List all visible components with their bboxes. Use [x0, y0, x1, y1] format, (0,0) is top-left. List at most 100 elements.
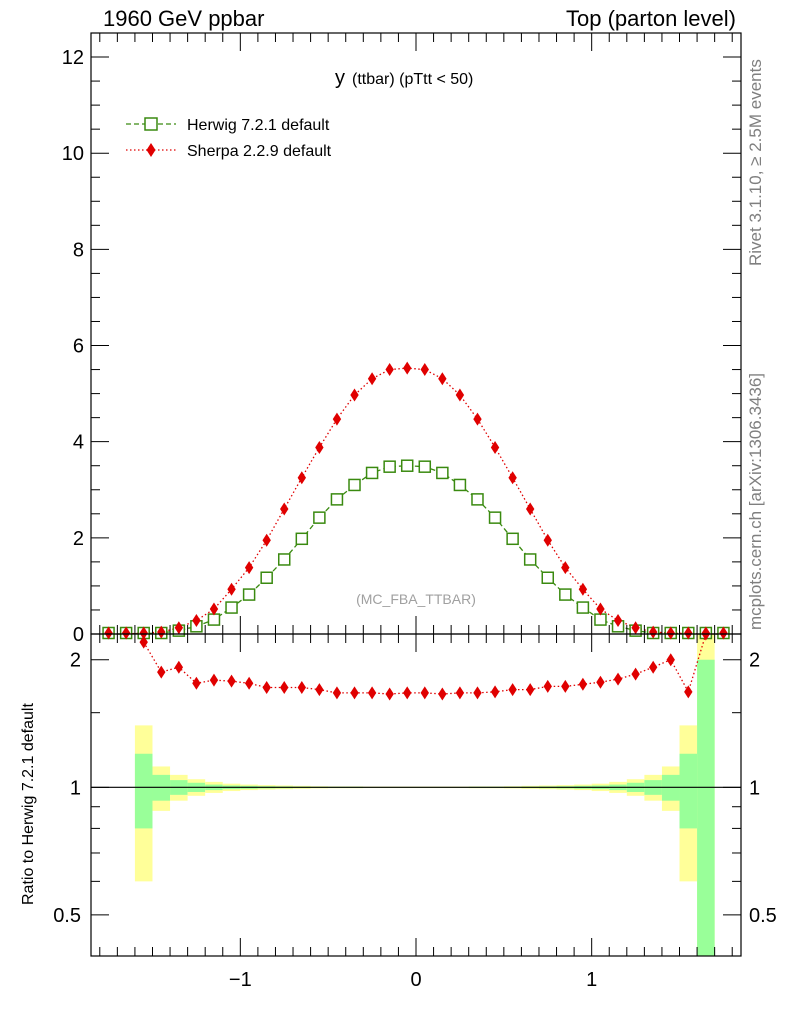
herwig-point: [559, 588, 572, 601]
sherpa-point: [157, 625, 166, 639]
sherpa-ratio-point: [420, 686, 429, 700]
sherpa-ratio-point: [350, 686, 359, 700]
sherpa-ratio-point: [648, 660, 658, 674]
sherpa-ratio-point: [613, 672, 623, 686]
herwig-point: [436, 466, 449, 480]
herwig-point: [295, 532, 309, 546]
sherpa-point: [209, 602, 219, 616]
ratio-xtick-label: 0: [410, 969, 421, 991]
herwig-series-line: [108, 465, 724, 635]
sherpa-ratio-point: [192, 676, 201, 690]
main-ytick-label: 4: [73, 432, 84, 454]
header-left-label: 1960 GeV ppbar: [103, 6, 265, 31]
herwig-point: [594, 613, 607, 626]
sherpa-point: [280, 502, 289, 516]
herwig-point: [418, 460, 432, 473]
sherpa-point: [139, 626, 148, 640]
ratio-band-inner: [134, 753, 153, 829]
herwig-point: [313, 511, 326, 524]
legend-entry-herwig: Herwig 7.2.1 default: [126, 117, 330, 134]
sherpa-ratio-point: [174, 660, 184, 674]
sherpa-point: [121, 626, 131, 640]
sherpa-point: [473, 412, 482, 426]
main-ytick-label: 8: [73, 239, 84, 261]
sherpa-point: [297, 471, 307, 485]
header-right-label: Top (parton level): [566, 6, 736, 31]
sherpa-ratio-point: [684, 685, 693, 699]
herwig-point: [242, 588, 256, 601]
sherpa-point: [262, 533, 271, 547]
sherpa-ratio-point: [525, 683, 535, 697]
sherpa-ratio-point: [455, 686, 465, 700]
sherpa-point: [666, 626, 675, 640]
sherpa-ratio-point: [332, 686, 342, 700]
ratio-xtick-label: −1: [229, 969, 252, 991]
ratio-ytick-label-right: 1: [749, 777, 760, 799]
main-plot-area: [102, 361, 730, 640]
ratio-band-inner: [697, 659, 715, 956]
ratio-xtick-label: 1: [586, 969, 597, 991]
sherpa-ratio-point: [666, 653, 675, 667]
herwig-point: [348, 478, 361, 492]
main-ytick-label: 0: [73, 624, 84, 646]
sherpa-point: [596, 602, 605, 616]
sherpa-ratio-point: [227, 674, 236, 688]
sherpa-point: [332, 412, 342, 426]
sherpa-ratio-point: [297, 680, 307, 694]
sherpa-ratio-point: [596, 675, 605, 689]
herwig-point: [506, 532, 519, 546]
plot-title-main: y: [335, 67, 345, 89]
herwig-point: [400, 459, 414, 472]
sherpa-point: [648, 625, 658, 639]
sherpa-point: [719, 626, 728, 640]
sherpa-ratio-point: [403, 686, 412, 700]
sherpa-ratio-point: [244, 676, 254, 690]
sherpa-point: [192, 614, 201, 628]
legend-herwig-marker: [144, 117, 158, 131]
main-ytick-label: 2: [73, 528, 84, 550]
plot-title-sub: (ttbar) (pTtt < 50): [352, 71, 473, 88]
ratio-plot-area: [91, 627, 741, 788]
sherpa-point: [174, 621, 184, 635]
herwig-point: [277, 553, 291, 566]
sherpa-point: [684, 626, 693, 640]
sherpa-ratio-point: [490, 685, 500, 699]
main-ytick-label: 12: [62, 47, 84, 69]
sherpa-ratio-point: [438, 687, 447, 701]
sherpa-ratio-point: [508, 683, 517, 697]
sherpa-point: [508, 471, 517, 485]
legend-sherpa-label: Sherpa 2.2.9 default: [187, 143, 332, 160]
sherpa-ratio-point: [209, 673, 219, 687]
sherpa-point: [403, 361, 412, 375]
herwig-point: [453, 478, 467, 492]
sherpa-point: [525, 502, 535, 516]
plot-watermark: (MC_FBA_TTBAR): [356, 591, 476, 607]
sherpa-point: [543, 533, 552, 547]
herwig-point: [383, 460, 396, 473]
main-ytick-label: 6: [73, 336, 84, 358]
sherpa-ratio-point: [262, 680, 271, 694]
sherpa-point: [367, 372, 377, 386]
ratio-ytick-label-right: 2: [749, 650, 760, 672]
herwig-point: [207, 613, 221, 626]
ratio-band-inner: [679, 753, 698, 829]
sherpa-ratio-point: [315, 683, 324, 697]
sherpa-point: [350, 388, 359, 402]
sherpa-point: [561, 561, 570, 575]
sherpa-ratio-point: [367, 686, 377, 700]
sherpa-point: [438, 372, 447, 386]
sherpa-ratio-point: [157, 665, 166, 679]
herwig-point: [471, 493, 484, 506]
sherpa-ratio-point: [473, 686, 482, 700]
sherpa-point: [631, 621, 640, 635]
sherpa-point: [490, 440, 500, 454]
legend: Herwig 7.2.1 default Sherpa 2.2.9 defaul…: [126, 117, 332, 160]
sherpa-point: [385, 363, 394, 377]
ratio-uncertainty-bands: [134, 634, 715, 956]
herwig-point: [225, 601, 238, 614]
sherpa-ratio-point: [631, 667, 640, 681]
sherpa-ratio-point: [578, 677, 588, 691]
sherpa-ratio-point: [139, 635, 148, 649]
sherpa-point: [420, 363, 429, 377]
